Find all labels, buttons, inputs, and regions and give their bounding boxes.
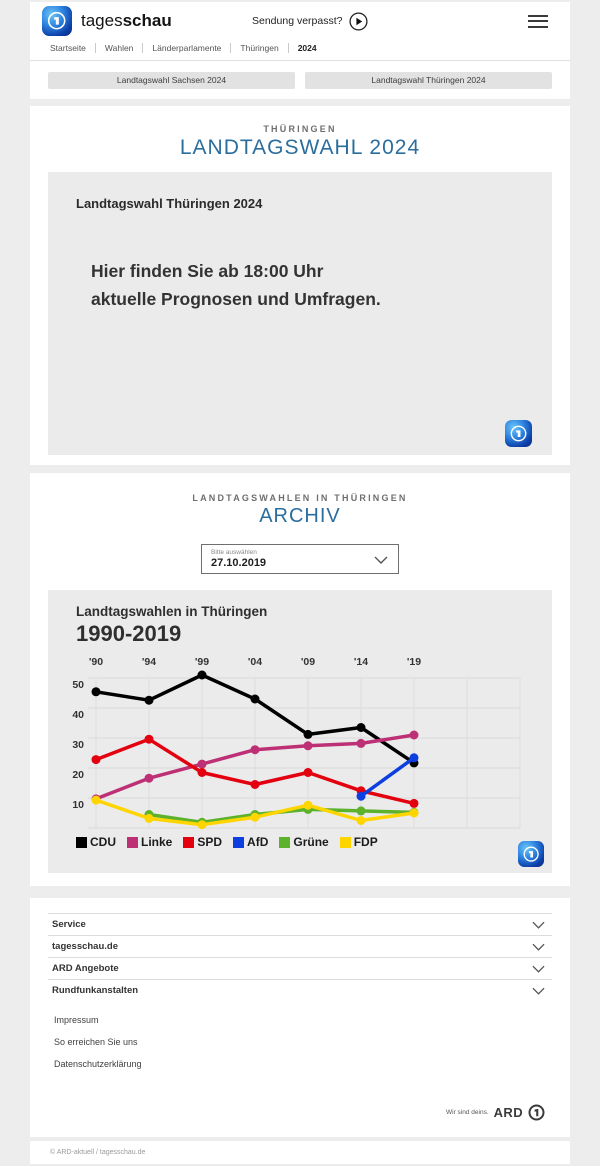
missed-show-button[interactable]: Sendung verpasst? — [252, 11, 369, 31]
accordion-label: Service — [52, 919, 86, 930]
chart-title: Landtagswahlen in Thüringen — [76, 604, 268, 619]
legend-label: Grüne — [293, 835, 329, 849]
legend-swatch — [339, 836, 351, 848]
svg-text:20: 20 — [72, 769, 84, 781]
legend-item: FDP — [339, 835, 378, 849]
archive-title: ARCHIV — [259, 505, 341, 527]
quicklinks-row: Landtagswahl Sachsen 2024 Landtagswahl T… — [30, 61, 570, 99]
election-teaser-section: THÜRINGEN LANDTAGSWAHL 2024 Landtagswahl… — [30, 106, 570, 465]
legend-swatch — [233, 836, 245, 848]
hamburger-icon[interactable] — [528, 8, 548, 34]
chevron-down-icon — [532, 921, 545, 929]
svg-text:'19: '19 — [407, 656, 421, 668]
accordion-tagesschau-de[interactable]: tagesschau.de — [48, 935, 552, 957]
archive-chart-svg: 10 20 30 40 50 '90 '94 '99 '04 '09 '14 '19 — [72, 656, 521, 830]
missed-show-label: Sendung verpasst? — [252, 15, 343, 27]
footer: Service tagesschau.de ARD Angebote Rundf… — [30, 898, 570, 1137]
svg-text:'14: '14 — [354, 656, 368, 668]
svg-text:'94: '94 — [142, 656, 156, 668]
tagesschau-logo — [505, 420, 532, 447]
legend-label: SPD — [197, 835, 223, 849]
legend-label: CDU — [90, 835, 116, 849]
quicklink-thueringen-button[interactable]: Landtagswahl Thüringen 2024 — [305, 71, 552, 89]
svg-text:'90: '90 — [89, 656, 103, 668]
accordion-label: ARD Angebote — [52, 963, 119, 974]
section-overline: THÜRINGEN — [263, 124, 337, 134]
breadcrumb-item-thueringen[interactable]: Thüringen — [230, 43, 279, 53]
page-title: LANDTAGSWAHL 2024 — [179, 136, 421, 159]
accordion-rundfunkanstalten[interactable]: Rundfunkanstalten — [48, 979, 552, 1001]
legend-item: AfD — [233, 835, 268, 849]
accordion-label: Rundfunkanstalten — [52, 985, 139, 996]
header: tagesschau Sendung verpasst? Startseite … — [30, 2, 570, 99]
legend-item: Linke — [127, 835, 172, 849]
tagesschau-logo — [518, 841, 544, 867]
play-circle-icon[interactable] — [349, 11, 369, 31]
copyright-text: © ARD-aktuell / tagesschau.de — [50, 1149, 146, 1156]
legend-swatch — [76, 836, 87, 848]
svg-text:50: 50 — [72, 679, 84, 691]
select-label: Bitte auswählen — [211, 549, 257, 556]
legend-label: AfD — [247, 835, 269, 849]
svg-text:'09: '09 — [301, 656, 315, 668]
quicklink-sachsen-button[interactable]: Landtagswahl Sachsen 2024 — [48, 71, 295, 89]
breadcrumb-item-2024[interactable]: 2024 — [287, 43, 317, 53]
legend-item: Grüne — [279, 835, 329, 849]
chart-legend: CDU Linke SPD AfD Grüne FDP — [76, 835, 536, 849]
ard-logo — [528, 1104, 545, 1121]
archive-section: LANDTAGSWAHLEN IN THÜRINGEN ARCHIV Bitte… — [30, 473, 570, 886]
copyright-bar: © ARD-aktuell / tagesschau.de — [30, 1141, 570, 1164]
breadcrumb: Startseite Wahlen Länderparlamente Thüri… — [30, 40, 570, 60]
archive-chart-card: Landtagswahlen in Thüringen 1990-2019 10… — [48, 590, 552, 873]
breadcrumb-item-startseite[interactable]: Startseite — [50, 43, 86, 53]
legend-swatch — [183, 836, 195, 848]
ard-wordmark: ARD — [493, 1105, 523, 1120]
breadcrumb-item-wahlen[interactable]: Wahlen — [94, 43, 133, 53]
legend-label: FDP — [353, 835, 378, 849]
ard-claim: Wir sind deins. — [446, 1109, 489, 1116]
brand-regular: tages — [81, 11, 123, 30]
footer-link-impressum[interactable]: Impressum — [54, 1015, 99, 1025]
legend-swatch — [279, 836, 291, 848]
chevron-down-icon — [374, 556, 388, 564]
legend-item: CDU — [76, 835, 116, 849]
legend-swatch — [127, 836, 138, 848]
footer-links: Impressum So erreichen Sie uns Datenschu… — [48, 1009, 552, 1075]
header-top-row: tagesschau Sendung verpasst? — [30, 2, 570, 40]
footer-link-datenschutz[interactable]: Datenschutzerklärung — [54, 1059, 142, 1069]
legend-label: Linke — [141, 835, 173, 849]
accordion-service[interactable]: Service — [48, 913, 552, 935]
svg-text:'99: '99 — [195, 656, 209, 668]
tagesschau-logo[interactable] — [42, 6, 72, 36]
brand-bold: schau — [122, 11, 172, 30]
teaser-message: Hier finden Sie ab 18:00 Uhr aktuelle Pr… — [91, 257, 524, 314]
teaser-message-line1: Hier finden Sie ab 18:00 Uhr — [91, 261, 324, 281]
svg-text:40: 40 — [72, 709, 84, 721]
ard-brand-row: Wir sind deins. ARD — [446, 1104, 545, 1121]
footer-link-kontakt[interactable]: So erreichen Sie uns — [54, 1037, 138, 1047]
archive-overline: LANDTAGSWAHLEN IN THÜRINGEN — [192, 493, 408, 503]
teaser-message-line2: aktuelle Prognosen und Umfragen. — [91, 289, 381, 310]
chart-subtitle: 1990-2019 — [76, 621, 182, 646]
chevron-down-icon — [532, 943, 545, 951]
brand-wordmark[interactable]: tagesschau — [81, 11, 172, 31]
accordion-label: tagesschau.de — [52, 941, 118, 952]
header-divider — [30, 60, 570, 61]
svg-text:'04: '04 — [248, 656, 262, 668]
teaser-card: Landtagswahl Thüringen 2024 Hier finden … — [48, 172, 552, 455]
accordion-ard-angebote[interactable]: ARD Angebote — [48, 957, 552, 979]
teaser-card-title: Landtagswahl Thüringen 2024 — [76, 196, 263, 211]
chevron-down-icon — [532, 987, 545, 995]
archive-date-select[interactable]: Bitte auswählen 27.10.2019 — [201, 544, 399, 574]
chevron-down-icon — [532, 965, 545, 973]
select-value: 27.10.2019 — [211, 557, 267, 569]
svg-text:30: 30 — [72, 739, 84, 751]
svg-text:10: 10 — [72, 799, 84, 811]
legend-item: SPD — [183, 835, 222, 849]
breadcrumb-item-laenderparlamente[interactable]: Länderparlamente — [142, 43, 221, 53]
